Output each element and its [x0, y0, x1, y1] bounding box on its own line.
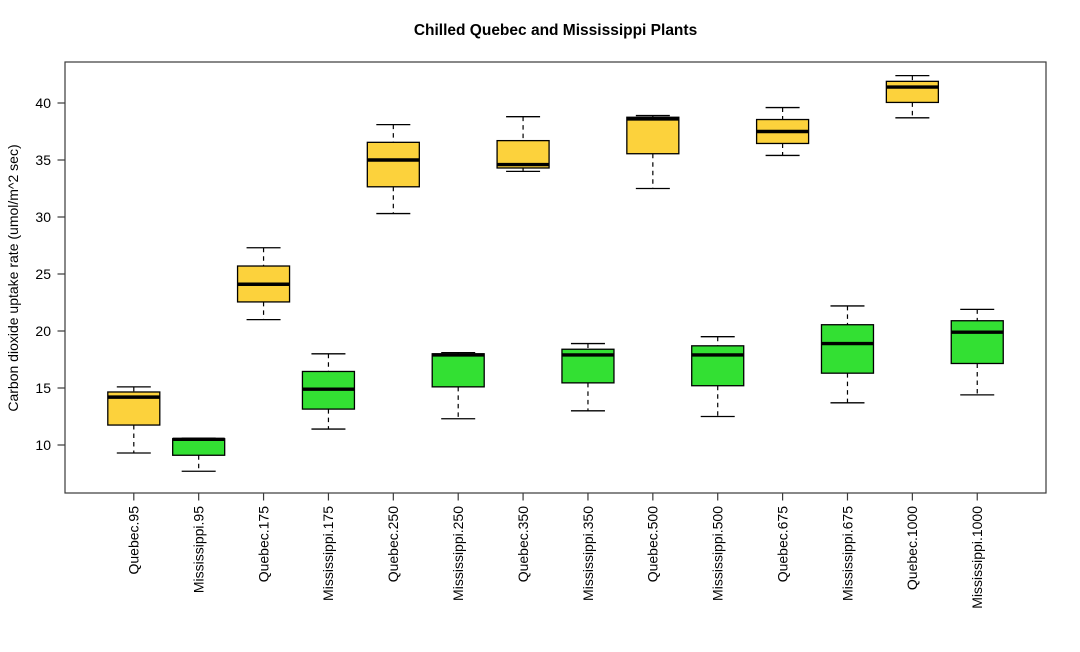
x-tick-label-quebec-250: Quebec.250	[385, 506, 401, 582]
box-mississippi-95	[172, 437, 226, 472]
box-mississippi-675	[820, 305, 875, 404]
x-axis-group: Quebec.95 Mississippi.95 Quebec.175 Mississ…	[126, 493, 985, 609]
x-tick-label-mississippi-500: Mississippi.500	[710, 506, 726, 601]
box-mississippi-250	[431, 352, 485, 420]
y-tick-label: 40	[35, 95, 51, 111]
box-rect	[950, 320, 1004, 365]
plot-border	[64, 61, 1047, 494]
y-tick-label: 25	[35, 266, 51, 282]
box-rect	[366, 141, 420, 188]
box-rect	[626, 116, 680, 155]
x-tick-label-mississippi-350: Mississippi.350	[580, 506, 596, 601]
box-quebec-675	[755, 106, 810, 157]
box-rect	[820, 324, 875, 374]
x-tick-label-mississippi-175: Mississippi.175	[320, 506, 336, 601]
box-quebec-95	[107, 386, 161, 454]
box-mississippi-1000	[950, 308, 1004, 396]
y-tick-label: 20	[35, 323, 51, 339]
x-tick-label-mississippi-250: Mississippi.250	[450, 506, 466, 601]
x-tick-label-quebec-500: Quebec.500	[645, 506, 661, 582]
y-axis-title: Carbon dioxide uptake rate (umol/m^2 sec…	[5, 144, 21, 411]
y-tick-label: 10	[35, 437, 51, 453]
box-rect	[691, 345, 745, 387]
boxes-group	[107, 74, 1004, 472]
box-rect	[431, 353, 485, 388]
y-tick-label: 30	[35, 209, 51, 225]
box-quebec-1000	[885, 74, 940, 119]
chart-title: Chilled Quebec and Mississippi Plants	[414, 22, 697, 39]
x-tick-label-quebec-175: Quebec.175	[255, 506, 271, 582]
box-mississippi-175	[301, 353, 356, 430]
box-quebec-500	[626, 114, 680, 190]
box-mississippi-500	[691, 336, 745, 418]
x-tick-label-quebec-95: Quebec.95	[126, 506, 142, 575]
box-quebec-250	[366, 124, 420, 215]
x-tick-label-quebec-1000: Quebec.1000	[904, 506, 920, 590]
x-tick-label-mississippi-675: Mississippi.675	[839, 506, 855, 601]
box-mississippi-350	[561, 342, 615, 412]
box-quebec-175	[236, 247, 291, 321]
x-tick-label-mississippi-1000: Mississippi.1000	[969, 506, 985, 609]
box-rect	[885, 80, 940, 104]
x-tick-label-mississippi-95: Mississippi.95	[190, 506, 206, 593]
y-axis-group: 10 15 20 25 30 35 40	[35, 95, 65, 453]
plot-border-group	[64, 61, 1047, 494]
x-tick-label-quebec-350: Quebec.350	[515, 506, 531, 582]
y-tick-label: 35	[35, 152, 51, 168]
x-tick-label-quebec-675: Quebec.675	[774, 506, 790, 582]
box-quebec-350	[496, 116, 550, 173]
y-tick-label: 15	[35, 380, 51, 396]
box-rect	[172, 438, 226, 456]
